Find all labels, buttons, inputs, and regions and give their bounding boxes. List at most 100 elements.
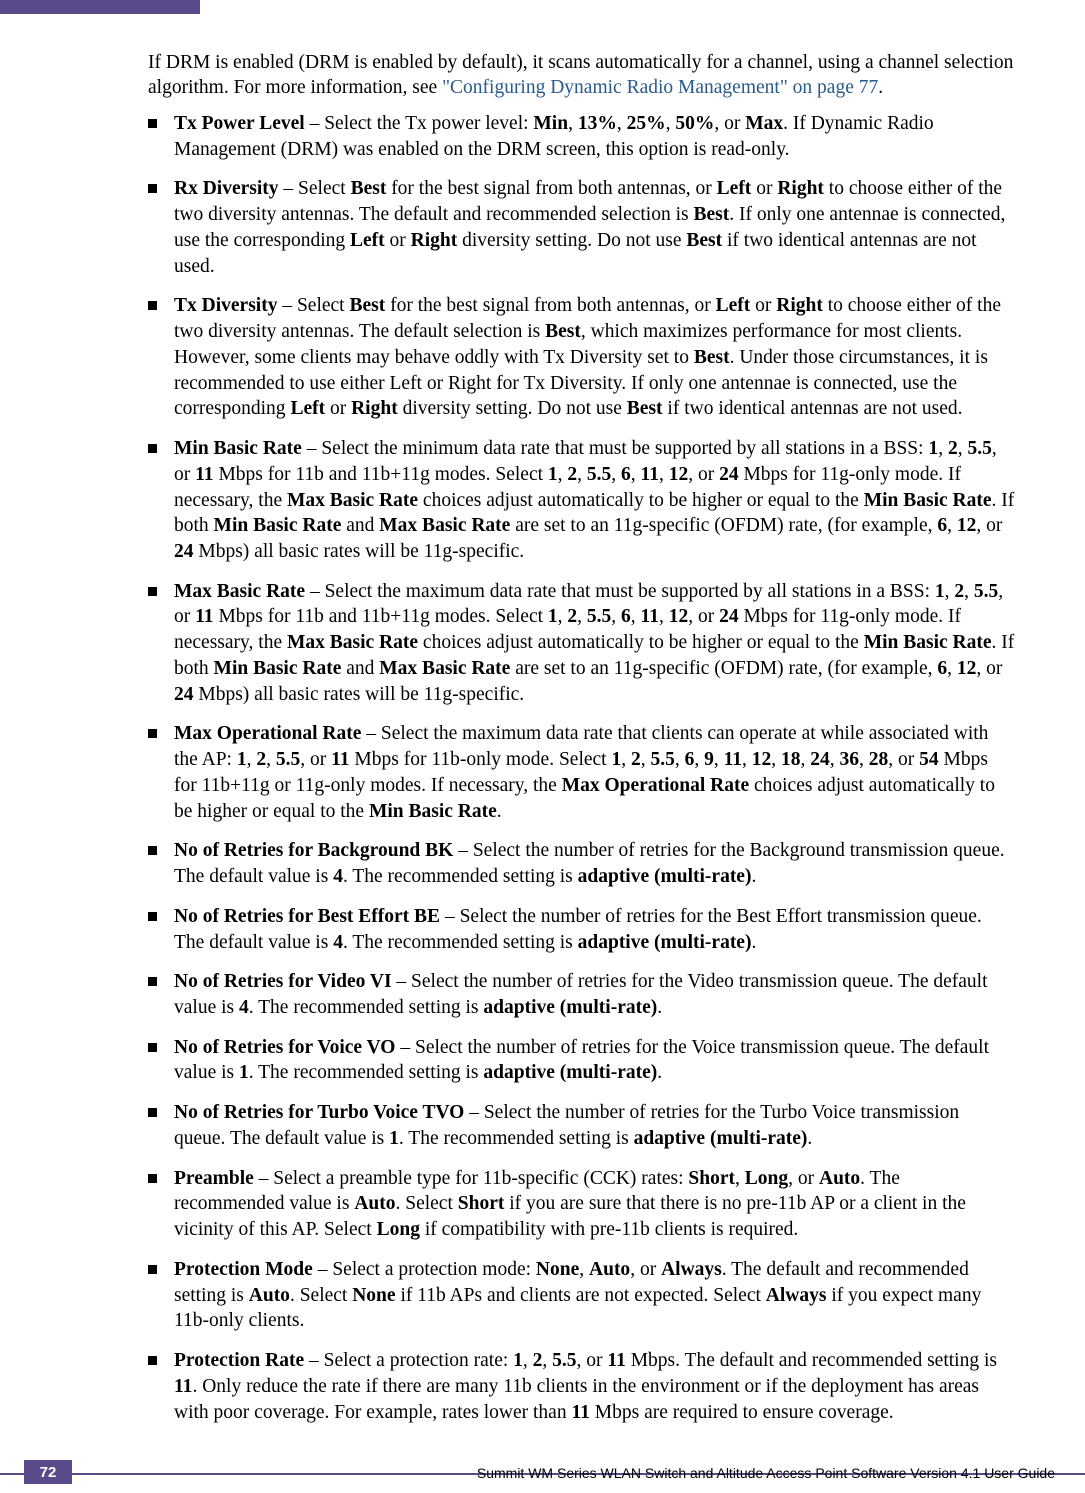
item-bold: adaptive (multi-rate) [483,1062,657,1083]
item-bold: 50% [675,113,714,134]
item-text: , [247,749,257,770]
item-title: Tx Diversity [174,295,277,316]
item-text: , or [688,606,719,627]
item-text: Mbps) all basic rates will be 11g-specif… [194,541,525,562]
item-bold: 54 [919,749,939,770]
item-bold: 11 [641,464,659,485]
item-title: No of Retries for Video VI [174,971,392,992]
item-bold: Max Basic Rate [287,490,418,511]
item-bold: Always [766,1285,827,1306]
item-bold: Min Basic Rate [864,490,992,511]
list-item: Tx Power Level – Select the Tx power lev… [148,111,1015,162]
item-bold: Auto [249,1285,290,1306]
intro-link[interactable]: "Configuring Dynamic Radio Management" o… [442,77,878,98]
item-text: or [325,398,351,419]
list-item: No of Retries for Background BK – Select… [148,838,1015,889]
item-text: or [750,295,776,316]
bullet-list: Tx Power Level – Select the Tx power lev… [148,111,1015,1425]
item-bold: 1 [548,606,558,627]
item-bold: 1 [237,749,247,770]
item-bold: 1 [239,1062,249,1083]
item-bold: 11 [641,606,659,627]
item-bold: 11 [195,606,213,627]
item-bold: Min Basic Rate [369,801,497,822]
item-bold: Min Basic Rate [214,658,342,679]
item-text: . Select [290,1285,352,1306]
item-bold: Always [661,1259,722,1280]
item-bold: Short [688,1168,735,1189]
item-text: – Select a preamble type for 11b-specifi… [254,1168,689,1189]
item-bold: 5.5 [552,1350,576,1371]
item-title: Protection Rate [174,1350,304,1371]
item-title: Preamble [174,1168,254,1189]
item-bold: 18 [781,749,801,770]
list-item: No of Retries for Turbo Voice TVO – Sele… [148,1100,1015,1151]
item-text: , [742,749,752,770]
item-title: Min Basic Rate [174,438,302,459]
item-title: Max Basic Rate [174,581,305,602]
item-text: Mbps are required to ensure coverage. [590,1402,894,1423]
item-text: , or [688,464,719,485]
item-text: and [341,515,379,536]
item-text: , [675,749,685,770]
item-bold: 6 [621,606,631,627]
item-text: , or [630,1259,661,1280]
item-bold: 6 [621,464,631,485]
item-bold: Max Basic Rate [379,658,510,679]
item-bold: Best [627,398,663,419]
item-text: . [751,932,756,953]
item-bold: Right [776,295,823,316]
intro-text-2: . [878,77,883,98]
item-text: if compatibility with pre-11b clients is… [420,1219,798,1240]
item-bold: 24 [810,749,830,770]
item-text: Mbps for 11b and 11b+11g modes. Select [214,606,548,627]
item-text: – Select [279,178,351,199]
item-bold: 4 [333,932,343,953]
item-text: , or [788,1168,819,1189]
item-bold: Auto [819,1168,860,1189]
item-bold: 5.5 [650,749,674,770]
item-bold: 24 [719,606,739,627]
item-bold: None [536,1259,579,1280]
item-bold: 6 [685,749,695,770]
item-bold: 1 [928,438,938,459]
item-bold: Best [686,230,722,251]
item-bold: 24 [174,684,194,705]
item-bold: 2 [567,606,577,627]
list-item: Tx Diversity – Select Best for the best … [148,293,1015,422]
item-text: if 11b APs and clients are not expected.… [396,1285,766,1306]
item-text: , [621,749,631,770]
list-item: Max Operational Rate – Select the maximu… [148,721,1015,824]
footer-title: Summit WM Series WLAN Switch and Altitud… [477,1465,1055,1481]
item-text: , [568,113,578,134]
item-text: , [558,464,568,485]
item-bold: 2 [256,749,266,770]
item-bold: 11 [195,464,213,485]
item-bold: 25% [627,113,666,134]
item-text: , or [976,515,1002,536]
item-bold: None [352,1285,395,1306]
item-bold: 28 [869,749,889,770]
list-item: Max Basic Rate – Select the maximum data… [148,579,1015,708]
item-bold: adaptive (multi-rate) [578,866,752,887]
item-bold: Short [458,1193,505,1214]
item-text: , [631,606,641,627]
item-bold: 2 [631,749,641,770]
item-bold: 12 [752,749,772,770]
item-bold: Min Basic Rate [864,632,992,653]
item-text: , [266,749,276,770]
item-bold: 5.5 [587,464,611,485]
item-text: , [579,1259,589,1280]
item-text: , [523,1350,533,1371]
item-text: , [611,606,621,627]
list-item: Protection Rate – Select a protection ra… [148,1348,1015,1425]
item-bold: Best [694,347,730,368]
item-text: are set to an 11g-specific (OFDM) rate, … [510,515,937,536]
intro-paragraph: If DRM is enabled (DRM is enabled by def… [148,50,1015,101]
item-bold: adaptive (multi-rate) [634,1128,808,1149]
item-text: . [751,866,756,887]
item-bold: 11 [571,1402,589,1423]
item-bold: 36 [840,749,860,770]
item-bold: Max [745,113,783,134]
item-bold: Min Basic Rate [214,515,342,536]
